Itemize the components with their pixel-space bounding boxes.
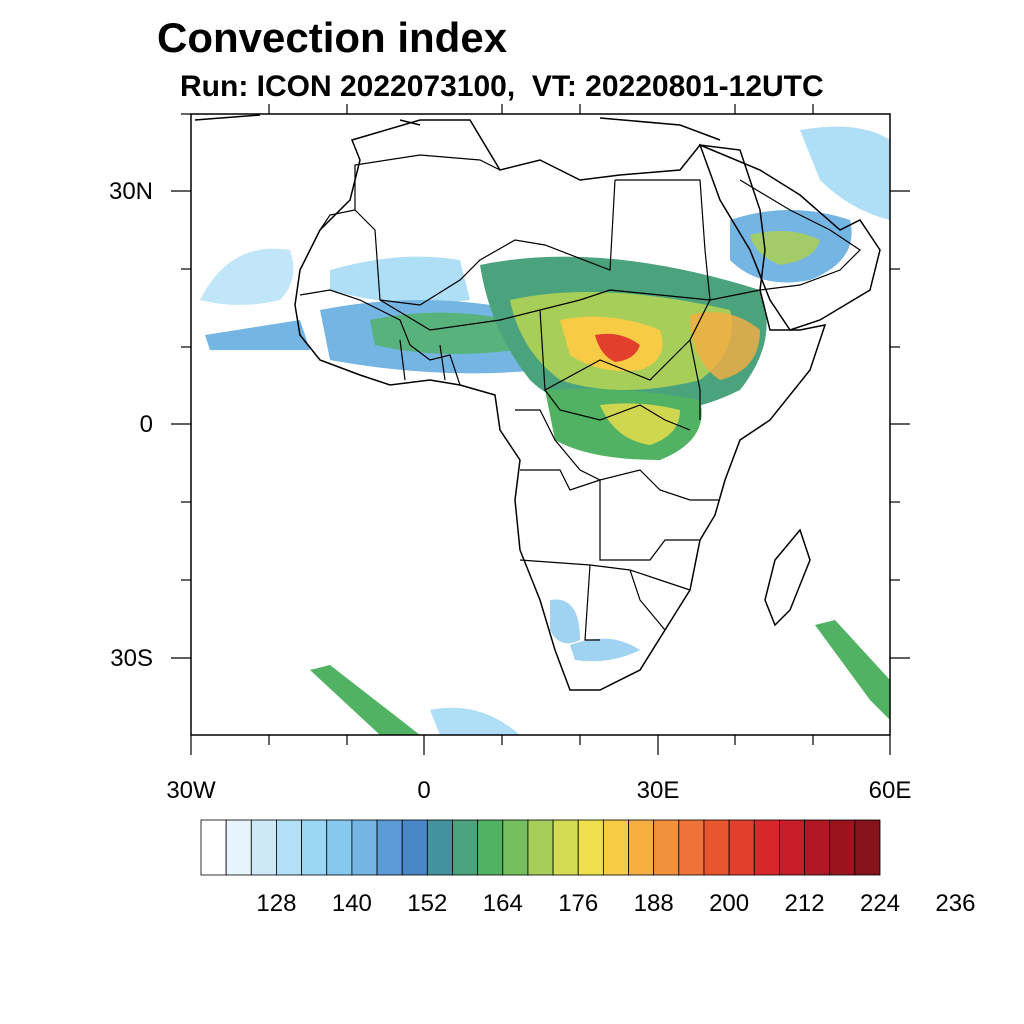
field-sahara-west [330, 256, 470, 304]
colorbar-label: 176 [558, 890, 598, 917]
colorbar-swatch [452, 819, 479, 876]
field-ethiopia [690, 312, 760, 380]
colorbar-swatch [225, 819, 252, 876]
colorbar-swatch [703, 819, 730, 876]
colorbar-labels: 128 140 152 164 176 188 200 212 224 236 [256, 890, 975, 917]
field-atlantic-band [205, 320, 310, 350]
colorbar-swatch [351, 819, 378, 876]
colorbar-label: 128 [256, 890, 296, 917]
field-congo-inner [600, 403, 680, 445]
colorbar-swatch [829, 819, 856, 876]
field-atlantic-north [200, 248, 294, 305]
madagascar-coastline [764, 528, 811, 627]
lon-label-0: 0 [417, 777, 430, 804]
border-sahara [354, 179, 616, 306]
colorbar-swatch [426, 819, 453, 876]
lat-label-30S: 30S [110, 645, 153, 672]
colorbar-swatch [678, 819, 705, 876]
colorbar-swatch [502, 819, 529, 876]
colorbar-swatch [804, 819, 831, 876]
colorbar-swatch [552, 819, 579, 876]
colorbar-label: 200 [709, 890, 749, 917]
coastlines [194, 114, 881, 691]
colorbar-label: 164 [483, 890, 523, 917]
colorbar-swatch [527, 819, 554, 876]
border-sahel [379, 289, 761, 331]
field-southafrica [570, 638, 640, 662]
border-northwest [319, 154, 501, 231]
map-area [194, 114, 890, 735]
country-borders [299, 154, 861, 641]
colorbar-swatch [753, 819, 780, 876]
colorbar-swatch [854, 819, 881, 876]
europe-coastline [194, 114, 721, 141]
colorbar-swatch [728, 819, 755, 876]
field-sahel-core [595, 333, 640, 362]
colorbar-swatch [376, 819, 403, 876]
field-south-indian [815, 620, 890, 720]
colorbar-label: 188 [634, 890, 674, 917]
colorbar-swatch [301, 819, 328, 876]
colorbar-swatch [577, 819, 604, 876]
colorbar-label: 236 [935, 890, 975, 917]
border-central [539, 309, 691, 431]
colorbar-label: 212 [785, 890, 825, 917]
map-ticks [171, 104, 910, 755]
field-south-central [430, 707, 520, 735]
lat-label-30N: 30N [109, 178, 153, 205]
border-westafrica [299, 289, 461, 386]
colorbar [200, 819, 881, 876]
lon-label-30E: 30E [637, 777, 680, 804]
field-gulf [800, 126, 890, 220]
colorbar-label: 140 [332, 890, 372, 917]
chart-subtitle: Run: ICON 2022073100, VT: 20220801-12UTC [180, 70, 824, 103]
colorbar-swatch [401, 819, 428, 876]
colorbar-swatch [200, 819, 227, 876]
field-arabia-inner [750, 231, 820, 265]
colorbar-swatch [602, 819, 629, 876]
border-arabia [739, 179, 861, 291]
colorbar-swatch [250, 819, 277, 876]
field-westafrica-green [370, 312, 515, 354]
arabia-coastline [698, 143, 881, 331]
colorbar-swatch [628, 819, 655, 876]
colorbar-swatch [653, 819, 680, 876]
chart-title: Convection index [157, 14, 508, 61]
lat-label-0: 0 [140, 411, 153, 438]
border-south-central [520, 469, 700, 561]
field-namibia [550, 599, 580, 644]
lon-label-60E: 60E [869, 777, 912, 804]
colorbar-swatch [477, 819, 504, 876]
colorbar-label: 152 [407, 890, 447, 917]
colorbar-swatch [276, 819, 302, 876]
colorbar-swatch [326, 819, 353, 876]
africa-coastline [294, 119, 827, 691]
border-east [615, 179, 711, 420]
lon-label-30W: 30W [166, 777, 216, 804]
colorbar-label: 224 [860, 890, 900, 917]
border-southern [519, 559, 691, 641]
field-south-atlantic [310, 665, 420, 735]
convection-field [200, 126, 890, 735]
colorbar-swatch [779, 819, 805, 876]
